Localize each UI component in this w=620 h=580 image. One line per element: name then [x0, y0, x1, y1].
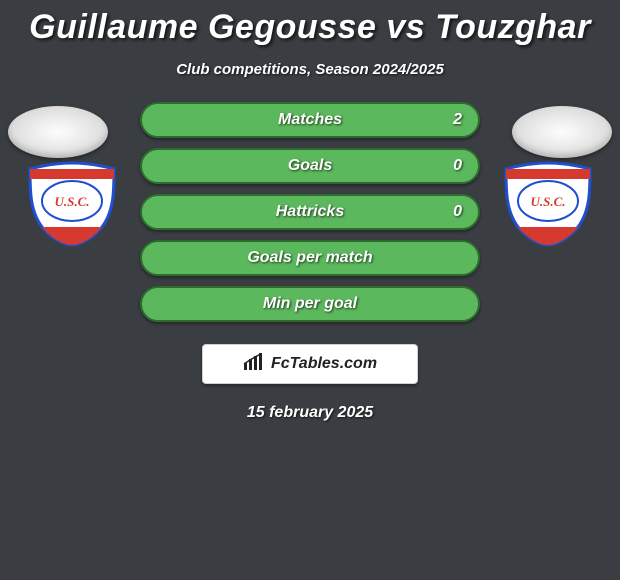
player-avatar-right [512, 106, 612, 158]
player-avatar-left [8, 106, 108, 158]
stat-label: Min per goal [263, 295, 357, 313]
stat-label: Goals per match [247, 249, 372, 267]
brand-text: FcTables.com [271, 355, 377, 373]
stat-label: Hattricks [276, 203, 344, 221]
subtitle: Club competitions, Season 2024/2025 [0, 61, 620, 78]
stat-bars: Matches 2 Goals 0 Hattricks 0 Goals per … [140, 102, 480, 332]
stat-value: 2 [453, 111, 462, 129]
date-text: 15 february 2025 [0, 404, 620, 422]
stat-value: 0 [453, 157, 462, 175]
stat-value: 0 [453, 203, 462, 221]
club-badge-right: U.S.C. [498, 161, 598, 247]
page-title: Guillaume Gegousse vs Touzghar [0, 0, 620, 47]
stat-label: Goals [288, 157, 332, 175]
stat-label: Matches [278, 111, 342, 129]
stat-row: Goals per match [140, 240, 480, 276]
chart-icon [243, 353, 265, 376]
stat-row: Matches 2 [140, 102, 480, 138]
stat-row: Hattricks 0 [140, 194, 480, 230]
comparison-stage: U.S.C. U.S.C. Matches 2 Goals 0 [0, 106, 620, 346]
stat-row: Goals 0 [140, 148, 480, 184]
club-badge-text: U.S.C. [54, 194, 89, 209]
club-badge-left: U.S.C. [22, 161, 122, 247]
club-badge-text: U.S.C. [530, 194, 565, 209]
brand-box[interactable]: FcTables.com [202, 344, 418, 384]
stat-row: Min per goal [140, 286, 480, 322]
